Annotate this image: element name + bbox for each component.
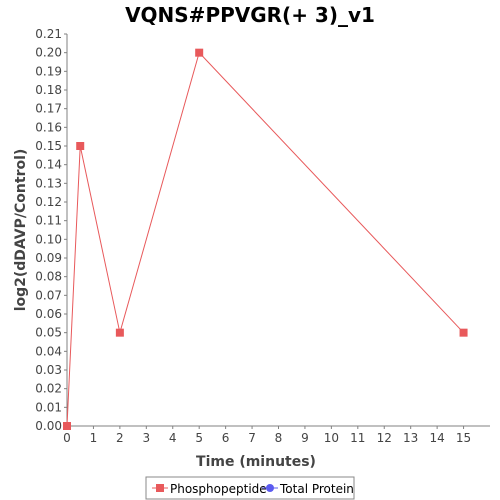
legend-phosphopeptide-marker	[156, 484, 164, 492]
y-axis-ticks: 0.00 0.01 0.02 0.03 0.04 0.05 0.06 0.07 0.08 0.09…	[35, 27, 67, 433]
x-tick-label: 1	[90, 431, 98, 445]
y-tick-label: 0.06	[35, 307, 62, 321]
data-point	[459, 328, 468, 337]
legend-total-protein-label: Total Protein	[279, 482, 354, 496]
y-tick-label: 0.17	[35, 102, 62, 116]
plot-area	[66, 34, 490, 427]
x-axis-ticks: 0 1 2 3 4 5 6 7 8 9 10 11 12 13 14 15	[63, 426, 471, 445]
y-tick-label: 0.14	[35, 158, 62, 172]
x-tick-label: 9	[301, 431, 309, 445]
series-layer	[63, 48, 468, 430]
data-point	[195, 48, 204, 57]
y-tick-label: 0.10	[35, 232, 62, 246]
y-tick-label: 0.08	[35, 270, 62, 284]
y-tick-label: 0.19	[35, 64, 62, 78]
series-line-phosphopeptide	[66, 51, 464, 427]
y-tick-label: 0.05	[35, 326, 62, 340]
x-tick-label: 6	[222, 431, 230, 445]
y-tick-label: 0.03	[35, 363, 62, 377]
x-tick-label: 11	[350, 431, 365, 445]
data-point	[115, 328, 124, 337]
y-tick-label: 0.11	[35, 214, 62, 228]
y-tick-label: 0.21	[35, 27, 62, 41]
y-tick-label: 0.01	[35, 400, 62, 414]
y-tick-label: 0.12	[35, 195, 62, 209]
y-axis-label: log2(dDAVP/Control)	[13, 149, 29, 312]
y-tick-label: 0.16	[35, 120, 62, 134]
x-tick-label: 0	[63, 431, 71, 445]
x-axis-label: Time (minutes)	[196, 454, 316, 470]
y-tick-label: 0.13	[35, 176, 62, 190]
data-point	[76, 142, 85, 150]
x-tick-label: 13	[403, 431, 418, 445]
x-tick-label: 2	[116, 431, 124, 445]
legend-box	[145, 476, 355, 500]
y-tick-label: 0.20	[35, 46, 62, 60]
x-tick-label: 12	[377, 431, 392, 445]
x-tick-label: 7	[248, 431, 256, 445]
x-tick-label: 3	[142, 431, 150, 445]
y-tick-label: 0.00	[35, 419, 62, 433]
y-tick-label: 0.18	[35, 83, 62, 97]
y-tick-label: 0.04	[35, 344, 62, 358]
chart-title: VQNS#PPVGR(+ 3)_v1	[125, 3, 375, 27]
y-tick-label: 0.02	[35, 382, 62, 396]
x-tick-label: 5	[195, 431, 203, 445]
x-tick-label: 10	[324, 431, 339, 445]
x-tick-label: 4	[169, 431, 177, 445]
legend-phosphopeptide-label: Phosphopeptide	[170, 482, 267, 496]
x-tick-label: 14	[429, 431, 444, 445]
y-tick-label: 0.07	[35, 288, 62, 302]
x-tick-label: 8	[275, 431, 283, 445]
y-tick-label: 0.09	[35, 251, 62, 265]
x-tick-label: 15	[456, 431, 471, 445]
legend: Phosphopeptide Total Protein	[145, 476, 355, 500]
legend-total-protein-marker	[266, 484, 274, 492]
data-point	[63, 422, 71, 430]
y-tick-label: 0.15	[35, 139, 62, 153]
